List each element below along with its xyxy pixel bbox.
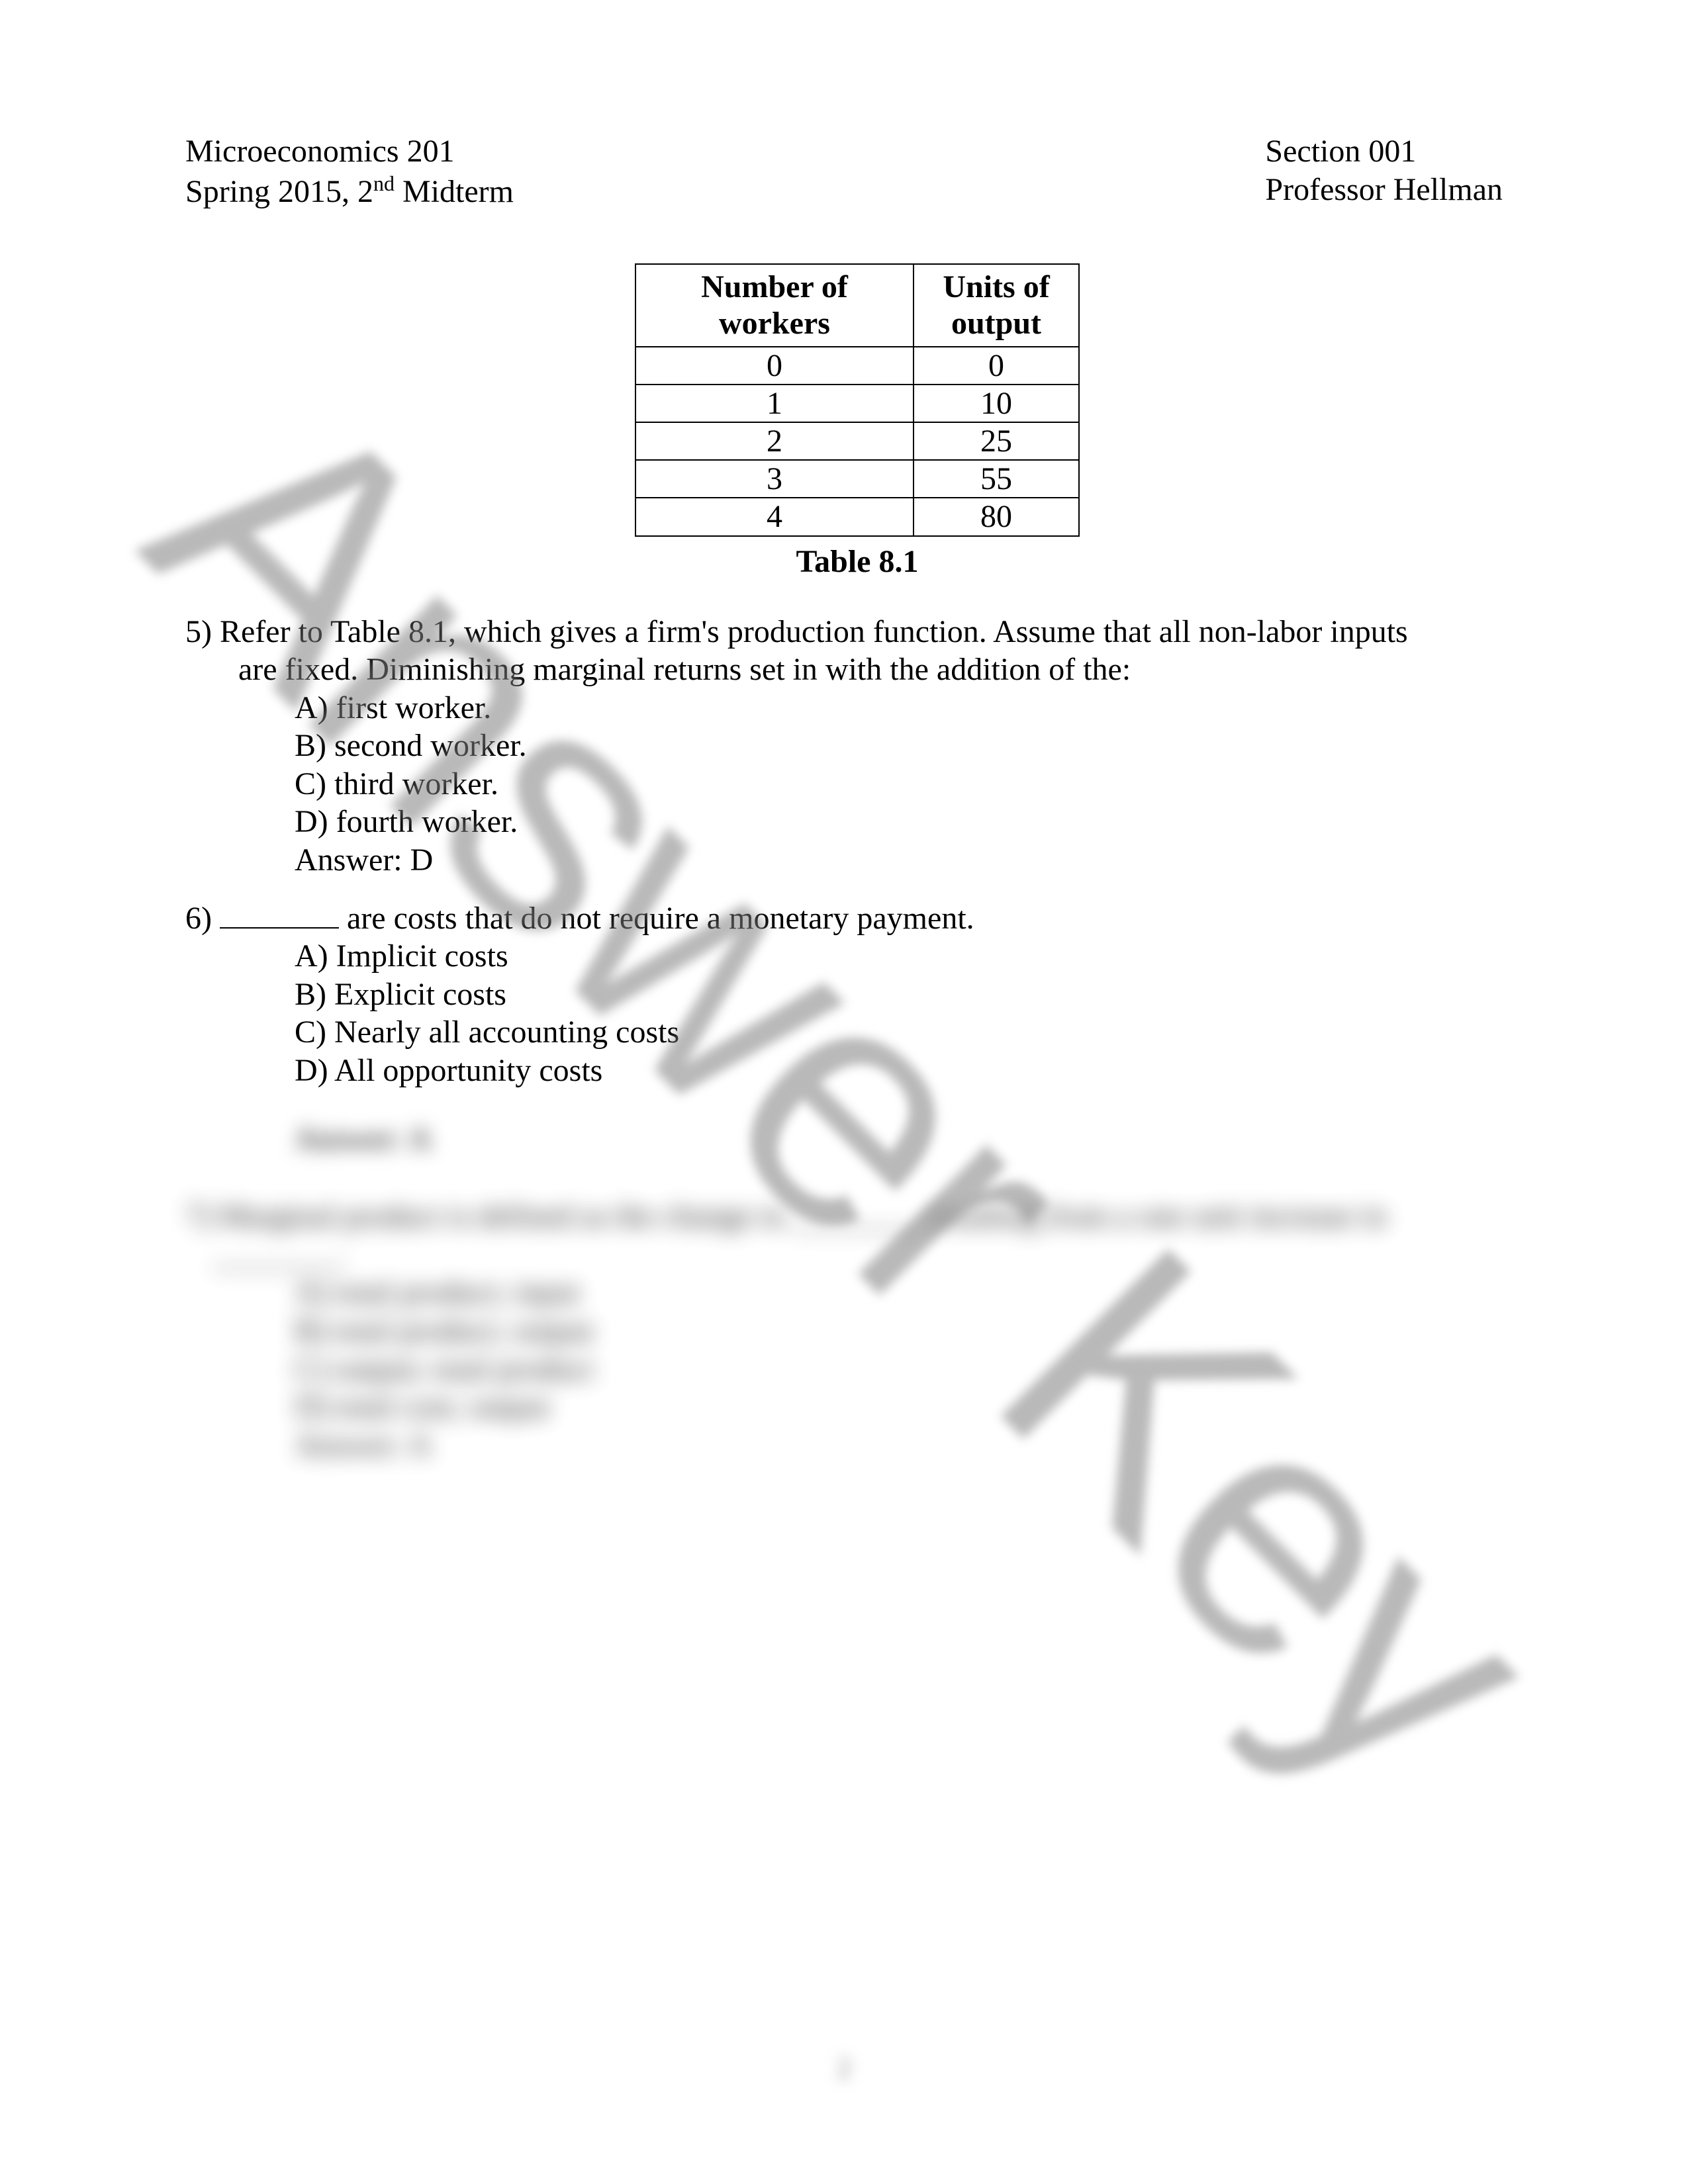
cell-workers: 2 [635,422,914,460]
section-number: Section 001 [1265,132,1503,171]
table-row: 110 [635,385,1079,422]
cell-output: 80 [914,498,1079,535]
cell-workers: 1 [635,385,914,422]
header-right: Section 001 Professor Hellman [1265,132,1503,210]
q5-text-line1: Refer to Table 8.1, which gives a firm's… [212,614,1408,649]
q7-option-d: D) total cost; output [295,1388,1503,1426]
table-header-row: Number of workers Units of output [635,264,1079,346]
q6-blank [220,927,339,929]
q7-option-c: C) output; total product [295,1350,1503,1388]
q7-text: 7) Marginal product is defined as the ch… [212,1197,1503,1273]
production-table-container: Number of workers Units of output 00 110… [212,263,1503,536]
q6-option-d: D) All opportunity costs [295,1052,1503,1090]
q6-option-b: B) Explicit costs [295,976,1503,1014]
q6-number: 6) [185,901,220,936]
table-row: 355 [635,460,1079,498]
q5-option-d: D) fourth worker. [295,803,1503,841]
q6-text: 6) are costs that do not require a monet… [212,899,1503,938]
q5-option-b: B) second worker. [295,727,1503,765]
q6-option-a: A) Implicit costs [295,937,1503,976]
cell-output: 25 [914,422,1079,460]
q5-text-line2: are fixed. Diminishing marginal returns … [238,652,1131,687]
term-line: Spring 2015, 2nd Midterm [185,171,514,211]
q7-text-line1: 7) Marginal product is defined as the ch… [185,1199,1387,1234]
cell-output: 55 [914,460,1079,498]
q5-number: 5) [185,614,212,649]
q5-option-a: A) first worker. [295,689,1503,727]
q7-option-a: A) total product; input [295,1273,1503,1312]
question-7-blurred: 7) Marginal product is defined as the ch… [185,1197,1503,1464]
q7-answer: Answer: A [295,1426,1503,1465]
cell-output: 10 [914,385,1079,422]
q6-options: A) Implicit costs B) Explicit costs C) N… [295,937,1503,1089]
page-content: Microeconomics 201 Spring 2015, 2nd Midt… [185,132,1503,1464]
q6-answer: Answer: A [295,1120,1503,1158]
q5-answer: Answer: D [295,841,1503,880]
question-5: 5) Refer to Table 8.1, which gives a fir… [185,613,1503,880]
cell-workers: 4 [635,498,914,535]
q7-options: A) total product; input B) total product… [295,1273,1503,1464]
page-number: 2 [837,2051,851,2085]
question-7: 7) Marginal product is defined as the ch… [185,1197,1503,1464]
q6-blurred-answer: Answer: A [185,1120,1503,1158]
term-superscript: nd [373,171,395,195]
header-left: Microeconomics 201 Spring 2015, 2nd Midt… [185,132,514,210]
cell-workers: 0 [635,347,914,385]
table-caption: Table 8.1 [212,543,1503,580]
cell-workers: 3 [635,460,914,498]
question-6: 6) are costs that do not require a monet… [185,899,1503,1158]
col1-header: Number of workers [635,264,914,346]
page-header: Microeconomics 201 Spring 2015, 2nd Midt… [185,132,1503,210]
production-table: Number of workers Units of output 00 110… [635,263,1080,536]
professor-name: Professor Hellman [1265,171,1503,209]
col2-header-line1: Units of [943,269,1049,304]
q7-text-line2: ________. [212,1237,347,1272]
q5-option-c: C) third worker. [295,765,1503,803]
cell-output: 0 [914,347,1079,385]
table-row: 225 [635,422,1079,460]
course-title: Microeconomics 201 [185,132,514,171]
term-suffix: Midterm [395,174,514,209]
q5-options: A) first worker. B) second worker. C) th… [295,689,1503,880]
table-row: 00 [635,347,1079,385]
col2-header-line2: output [951,306,1041,341]
q5-text: 5) Refer to Table 8.1, which gives a fir… [212,613,1503,689]
term-prefix: Spring 2015, 2 [185,174,373,209]
col2-header: Units of output [914,264,1079,346]
q6-option-c: C) Nearly all accounting costs [295,1013,1503,1052]
q7-option-b: B) total product; output [295,1312,1503,1350]
table-row: 480 [635,498,1079,535]
q6-text-after: are costs that do not require a monetary… [339,901,974,936]
